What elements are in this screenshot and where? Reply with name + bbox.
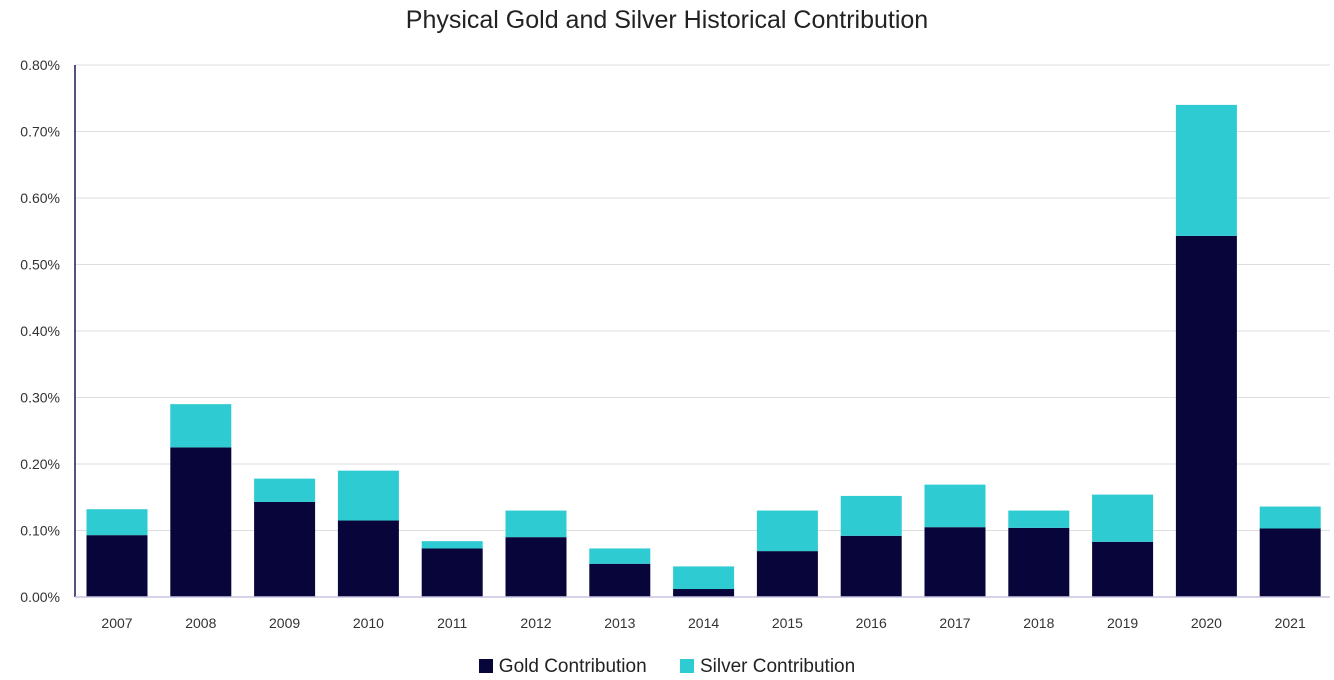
x-tick-label: 2014 <box>688 615 719 631</box>
x-tick-label: 2008 <box>185 615 216 631</box>
x-tick-label: 2019 <box>1107 615 1138 631</box>
bar-silver-2010 <box>337 470 399 521</box>
bar-silver-2017 <box>924 484 986 528</box>
y-tick-label: 0.10% <box>20 523 60 539</box>
x-tick-label: 2021 <box>1275 615 1306 631</box>
x-tick-label: 2009 <box>269 615 300 631</box>
bar-silver-2008 <box>170 404 232 448</box>
x-tick-label: 2017 <box>939 615 970 631</box>
bar-silver-2012 <box>505 510 567 538</box>
bar-gold-2018 <box>1008 527 1070 597</box>
legend-label-gold: Gold Contribution <box>498 656 647 677</box>
gridlines <box>75 64 1330 531</box>
legend-swatch-gold <box>478 659 493 673</box>
bar-silver-2020 <box>1175 104 1237 236</box>
y-tick-label: 0.40% <box>20 323 60 339</box>
x-tick-label: 2018 <box>1023 615 1054 631</box>
legend-item-gold: Gold Contribution <box>478 656 647 678</box>
x-tick-label: 2007 <box>101 615 132 631</box>
bar-silver-2021 <box>1259 506 1321 529</box>
x-tick-label: 2020 <box>1191 615 1222 631</box>
y-tick-label: 0.80% <box>20 57 60 73</box>
y-tick-label: 0.30% <box>20 390 60 406</box>
bar-gold-2009 <box>254 501 316 597</box>
chart-title: Physical Gold and Silver Historical Cont… <box>405 6 929 34</box>
bar-silver-2019 <box>1092 494 1154 542</box>
y-tick-label: 0.60% <box>20 190 60 206</box>
bar-gold-2017 <box>924 527 986 597</box>
bar-gold-2015 <box>756 551 818 597</box>
x-tick-label: 2015 <box>772 615 803 631</box>
bar-silver-2016 <box>840 495 902 536</box>
bar-gold-2020 <box>1175 235 1237 597</box>
y-tick-label: 0.20% <box>20 456 60 472</box>
bar-gold-2007 <box>86 535 148 597</box>
y-axis-ticks: 0.00% 0.10% 0.20% 0.30% 0.40% 0.50% 0.60% 0.70%… <box>20 57 60 605</box>
legend: Gold Contribution Silver Contribution <box>0 656 1334 678</box>
bar-gold-2008 <box>170 447 232 597</box>
bar-gold-2010 <box>337 520 399 597</box>
legend-swatch-silver <box>679 659 694 673</box>
x-tick-label: 2010 <box>353 615 384 631</box>
bar-gold-2011 <box>421 548 483 597</box>
bar-gold-2012 <box>505 537 567 597</box>
bar-gold-2013 <box>589 563 651 597</box>
bar-gold-2016 <box>840 535 902 597</box>
chart-plot: 0.00% 0.10% 0.20% 0.30% 0.40% 0.50% 0.60% 0.70%… <box>20 57 1330 631</box>
bar-silver-2018 <box>1008 510 1070 528</box>
bar-gold-2019 <box>1092 541 1154 597</box>
bar-silver-2013 <box>589 548 651 564</box>
bar-silver-2007 <box>86 509 148 536</box>
y-tick-label: 0.00% <box>20 589 60 605</box>
x-tick-label: 2012 <box>520 615 551 631</box>
bar-silver-2014 <box>673 566 735 590</box>
x-axis-ticks: 2007 2008 2009 2010 2011 2012 2013 2014 2015 2016… <box>101 615 1306 631</box>
x-tick-label: 2013 <box>604 615 635 631</box>
bar-gold-2021 <box>1259 528 1321 597</box>
y-tick-label: 0.50% <box>20 257 60 273</box>
x-tick-label: 2016 <box>856 615 887 631</box>
legend-label-silver: Silver Contribution <box>699 656 856 677</box>
legend-item-silver: Silver Contribution <box>679 656 856 678</box>
bars <box>86 104 1321 597</box>
x-tick-label: 2011 <box>437 615 467 631</box>
y-tick-label: 0.70% <box>20 124 60 140</box>
bar-gold-2014 <box>673 589 735 597</box>
bar-silver-2009 <box>254 478 316 502</box>
bar-silver-2015 <box>756 510 818 552</box>
bar-silver-2011 <box>421 541 483 549</box>
